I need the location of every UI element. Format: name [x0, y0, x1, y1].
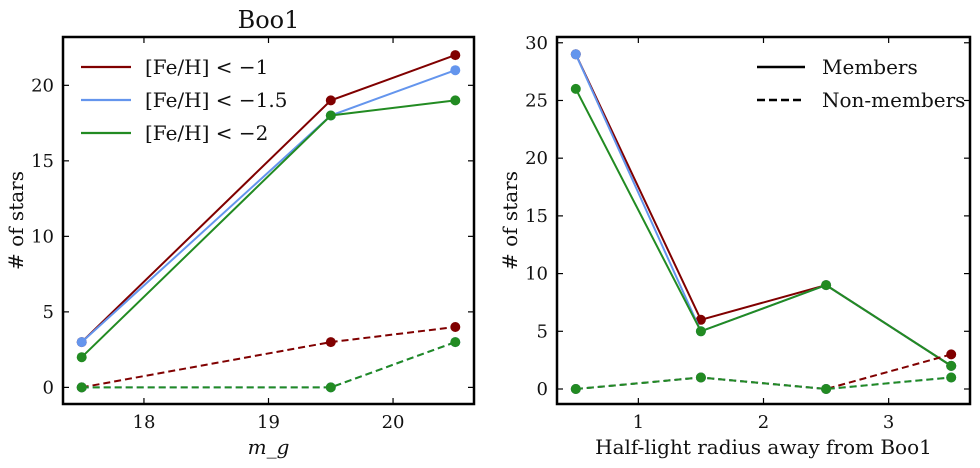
- data-point-0-5-1: [325, 382, 336, 393]
- legend-label-style-1: Non-members: [822, 88, 965, 112]
- y-tick-label-0-2: 10: [31, 226, 54, 247]
- data-point-0-3-2: [450, 322, 461, 332]
- x-tick-label-0-0: 18: [133, 412, 156, 433]
- data-point-1-5-0: [570, 384, 581, 394]
- data-point-0-0-1: [325, 95, 336, 106]
- data-point-0-3-1: [325, 337, 336, 348]
- series-line-1-2: [574, 88, 952, 367]
- chart-title: Boo1: [238, 6, 300, 34]
- data-point-0-5-0: [76, 382, 87, 393]
- legend-label-0: [Fe/H] < −1: [145, 55, 268, 79]
- y-axis-label-0: # of stars: [4, 171, 28, 270]
- data-point-1-5-2: [821, 384, 832, 394]
- data-point-1-2-1: [695, 326, 706, 337]
- x-axis-label-1: Half-light radius away from Boo1: [595, 435, 932, 459]
- data-point-0-5-2: [450, 337, 461, 348]
- data-point-1-2-2: [821, 280, 832, 291]
- data-point-1-0-1: [695, 314, 706, 325]
- legend-label-style-0: Members: [822, 55, 918, 79]
- series-line-0-4: [81, 341, 456, 389]
- y-tick-label-0-0: 0: [43, 377, 54, 398]
- x-tick-label-1-1: 2: [758, 412, 769, 433]
- series-line-1-5: [575, 376, 952, 391]
- y-tick-label-1-2: 10: [525, 264, 548, 285]
- data-point-1-2-0: [570, 83, 581, 94]
- data-point-0-1-0: [76, 337, 87, 348]
- x-tick-label-0-2: 20: [382, 412, 405, 433]
- data-point-1-2-3: [946, 360, 957, 371]
- y-tick-label-0-1: 5: [43, 302, 54, 323]
- data-point-1-1-0: [570, 49, 581, 60]
- legend-label-1: [Fe/H] < −1.5: [145, 88, 287, 112]
- data-point-0-0-2: [450, 50, 461, 61]
- y-tick-label-1-3: 15: [525, 206, 548, 227]
- data-point-1-3-3: [946, 349, 957, 360]
- data-point-0-2-2: [450, 95, 461, 106]
- y-tick-label-1-0: 0: [537, 379, 548, 400]
- x-tick-label-1-2: 3: [883, 412, 894, 433]
- data-point-0-2-0: [76, 352, 87, 363]
- y-tick-label-1-4: 20: [525, 148, 548, 169]
- series-line-0-3: [81, 326, 456, 389]
- y-tick-label-0-3: 15: [31, 151, 54, 172]
- x-axis-label-0: m_g: [248, 435, 290, 459]
- x-tick-label-1-0: 1: [633, 412, 644, 433]
- y-tick-label-0-4: 20: [31, 75, 54, 96]
- x-tick-label-0-1: 19: [257, 412, 280, 433]
- y-tick-label-1-6: 30: [525, 33, 548, 54]
- data-point-0-2-1: [325, 110, 336, 121]
- y-axis-label-1: # of stars: [498, 171, 522, 270]
- y-tick-label-1-5: 25: [525, 90, 548, 111]
- y-tick-label-1-1: 5: [537, 321, 548, 342]
- data-point-1-5-1: [695, 372, 706, 383]
- legend-label-2: [Fe/H] < −2: [145, 121, 268, 145]
- series-line-0-5: [81, 341, 456, 389]
- data-point-0-1-2: [450, 65, 461, 76]
- series-line-0-2: [81, 99, 456, 358]
- data-point-1-5-3: [946, 372, 957, 383]
- left-panel-mg: 18 19 20 0 5 10 15 20 m_g # of stars Boo1 [Fe/H] < …: [4, 6, 476, 459]
